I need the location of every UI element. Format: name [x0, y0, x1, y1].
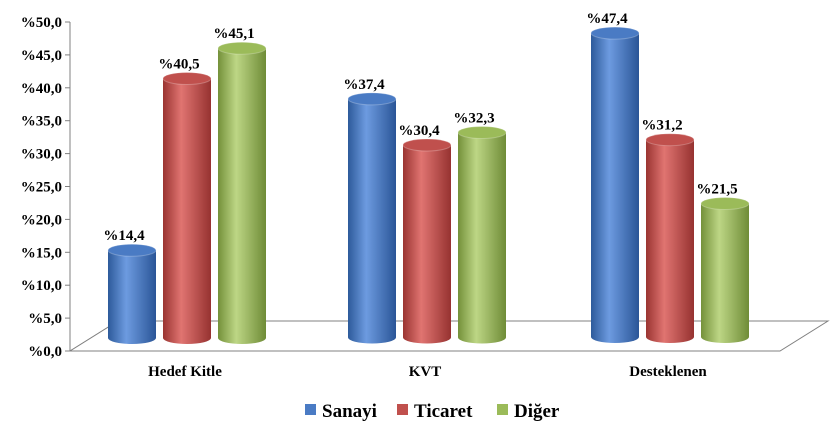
- bar-body: [163, 78, 211, 344]
- data-label: %21,5: [696, 182, 737, 198]
- legend-item-sanayi: Sanayi: [305, 401, 377, 422]
- x-category-label: Desteklenen: [629, 364, 707, 380]
- bar-diğer-1: [457, 125, 507, 344]
- data-label: %40,5: [158, 57, 199, 73]
- bar-sanayi-0: [107, 243, 157, 344]
- chart-bars: [107, 26, 750, 344]
- y-tick-label: %50,0: [21, 15, 62, 31]
- y-tick-label: %20,0: [21, 212, 62, 228]
- legend-swatch: [397, 404, 408, 415]
- x-category-label: Hedef Kitle: [148, 364, 222, 380]
- chart-data-labels: %14,4 %40,5 %45,1 %37,4 %30,4 %32,3 %47,4 %31,2…: [103, 11, 737, 244]
- legend-swatch: [305, 404, 316, 415]
- legend-label: Sanayi: [322, 401, 377, 422]
- legend-label: Ticaret: [414, 401, 473, 422]
- bar-top: [402, 138, 452, 152]
- bar-body: [348, 98, 396, 344]
- bar-ticaret-0: [162, 72, 212, 344]
- bar-body: [403, 144, 451, 344]
- bar-top: [162, 72, 212, 86]
- y-tick-label: %10,0: [21, 278, 62, 294]
- bar-top: [347, 92, 397, 106]
- data-label: %47,4: [586, 11, 628, 27]
- data-label: %31,2: [641, 118, 682, 134]
- y-tick-label: %30,0: [21, 147, 62, 163]
- bar-ticaret-2: [645, 133, 695, 343]
- data-label: %45,1: [213, 26, 254, 42]
- legend-swatch: [497, 404, 508, 415]
- y-tick-label: %15,0: [21, 245, 62, 261]
- data-label: %32,3: [453, 110, 494, 126]
- y-tick-label: %40,0: [21, 81, 62, 97]
- bar-diğer-0: [217, 41, 267, 344]
- bar-body: [646, 139, 694, 343]
- legend-item-diğer: Diğer: [497, 401, 560, 422]
- bar-body: [218, 48, 266, 344]
- chart-legend: Sanayi Ticaret Diğer: [305, 401, 560, 422]
- legend-item-ticaret: Ticaret: [397, 401, 473, 422]
- x-category-label: KVT: [409, 364, 442, 380]
- bar-body: [108, 250, 156, 344]
- y-tick-label: %35,0: [21, 114, 62, 130]
- y-tick-label: %0,0: [28, 344, 62, 360]
- legend-label: Diğer: [514, 401, 560, 422]
- bar-top: [107, 243, 157, 257]
- bar-sanayi-2: [590, 26, 640, 343]
- data-label: %14,4: [103, 228, 145, 244]
- bar-top: [700, 197, 750, 211]
- bar-body: [701, 203, 749, 343]
- bar-top: [217, 41, 267, 55]
- bar-ticaret-1: [402, 138, 452, 344]
- y-tick-label: %45,0: [21, 48, 62, 64]
- bar-diğer-2: [700, 197, 750, 343]
- data-label: %30,4: [398, 123, 440, 139]
- y-tick-label: %25,0: [21, 180, 62, 196]
- data-label: %37,4: [343, 77, 385, 93]
- y-tick-label: %5,0: [28, 311, 62, 327]
- bar-top: [645, 133, 695, 147]
- bar-top: [590, 26, 640, 40]
- bar-top: [457, 125, 507, 139]
- bar-body: [591, 33, 639, 343]
- bar-sanayi-1: [347, 92, 397, 344]
- bar-body: [458, 132, 506, 344]
